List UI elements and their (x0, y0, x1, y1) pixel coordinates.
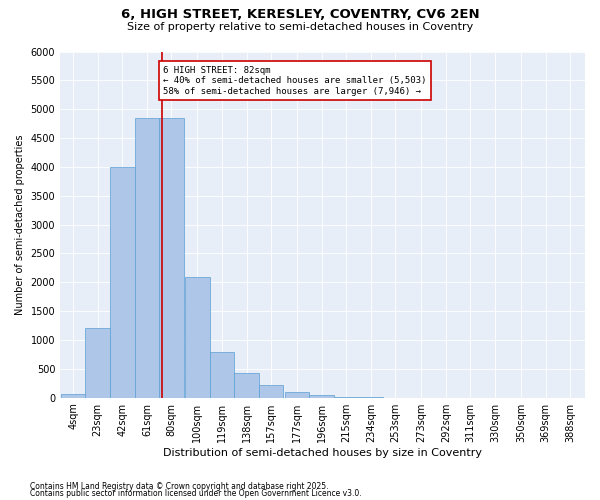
Text: 6, HIGH STREET, KERESLEY, COVENTRY, CV6 2EN: 6, HIGH STREET, KERESLEY, COVENTRY, CV6 … (121, 8, 479, 20)
Text: Contains HM Land Registry data © Crown copyright and database right 2025.: Contains HM Land Registry data © Crown c… (30, 482, 329, 491)
Bar (310, 396, 334, 398)
Text: Contains public sector information licensed under the Open Government Licence v3: Contains public sector information licen… (30, 489, 362, 498)
X-axis label: Distribution of semi-detached houses by size in Coventry: Distribution of semi-detached houses by … (163, 448, 482, 458)
Bar (234, 374, 259, 398)
Bar (159, 118, 184, 398)
Bar (285, 392, 310, 398)
Bar (61, 394, 85, 398)
Bar (334, 397, 358, 398)
Bar (185, 276, 209, 398)
Bar (110, 167, 134, 398)
Bar (134, 118, 159, 398)
Text: Size of property relative to semi-detached houses in Coventry: Size of property relative to semi-detach… (127, 22, 473, 32)
Text: 6 HIGH STREET: 82sqm
← 40% of semi-detached houses are smaller (5,503)
58% of se: 6 HIGH STREET: 82sqm ← 40% of semi-detac… (163, 66, 427, 96)
Bar (85, 328, 110, 398)
Bar (259, 385, 283, 398)
Y-axis label: Number of semi-detached properties: Number of semi-detached properties (15, 134, 25, 315)
Bar (209, 352, 234, 398)
